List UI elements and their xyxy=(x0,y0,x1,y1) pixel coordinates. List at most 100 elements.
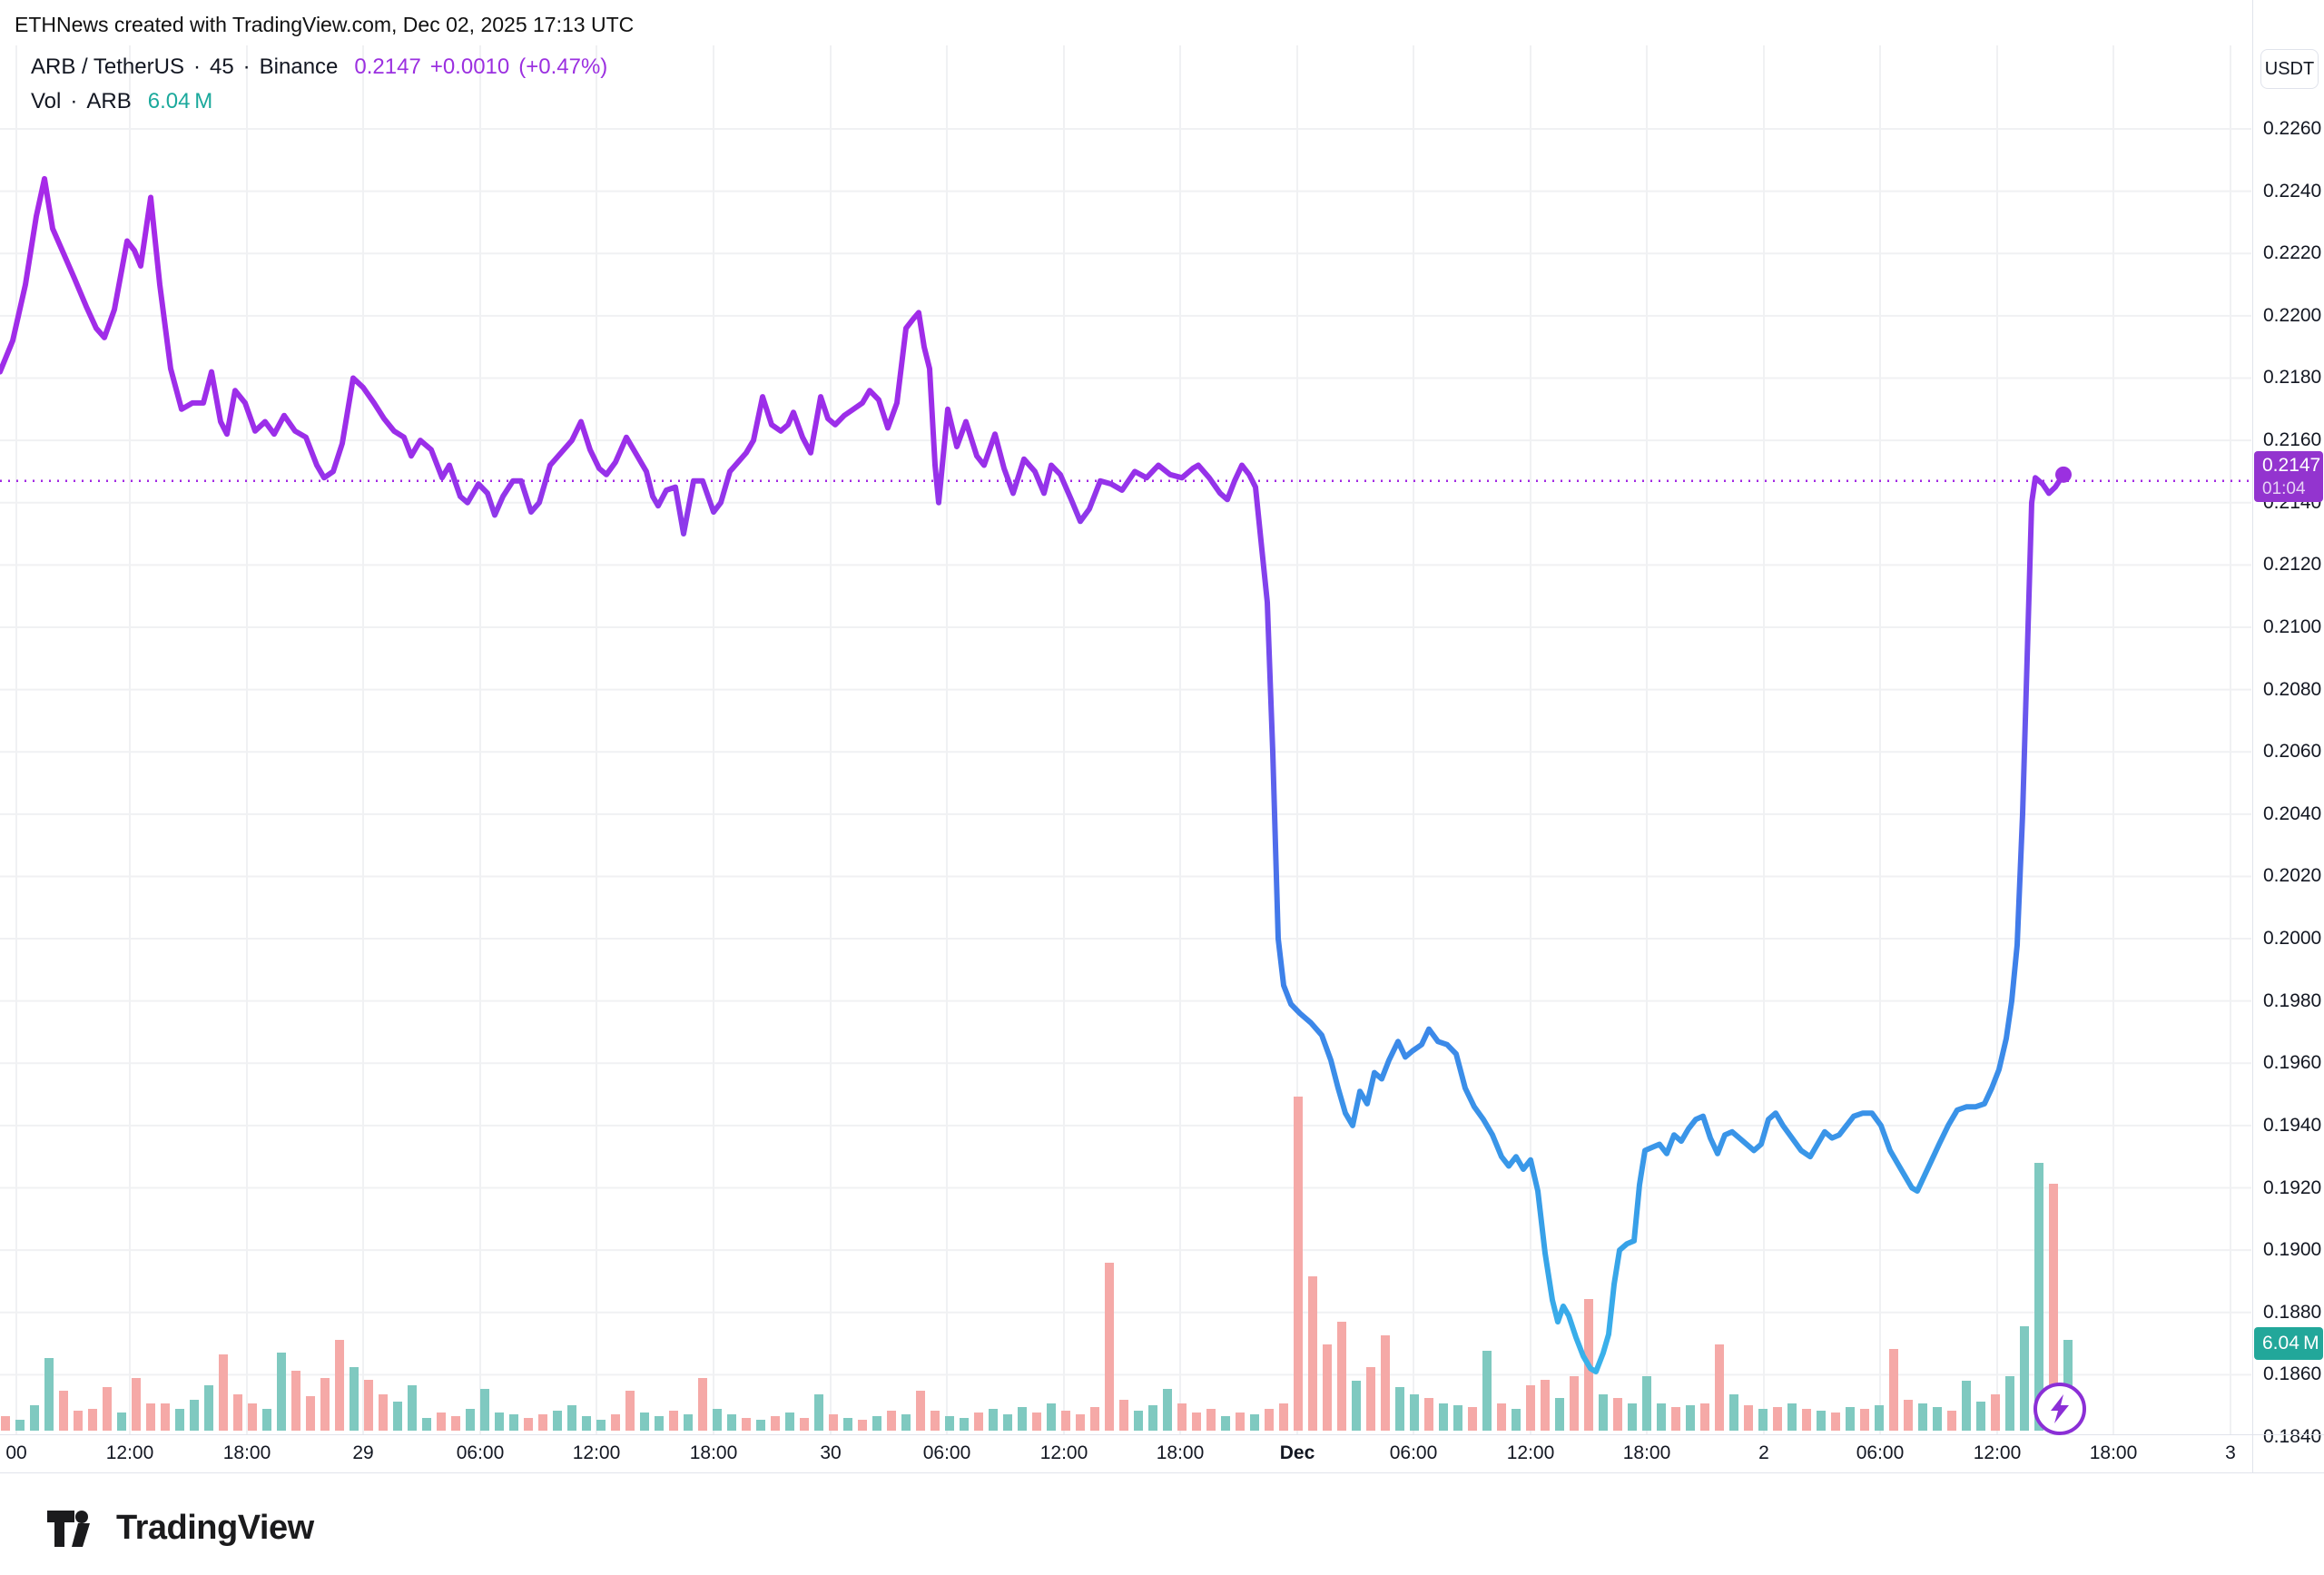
price-tick-label: 0.2040 xyxy=(2263,802,2322,824)
volume-bar xyxy=(582,1416,591,1431)
volume-bar xyxy=(509,1414,518,1431)
price-tick-label: 0.2180 xyxy=(2263,367,2322,389)
volume-bar xyxy=(1904,1400,1913,1431)
volume-bar xyxy=(1686,1405,1695,1431)
volume-bar xyxy=(960,1418,969,1431)
volume-bar xyxy=(1657,1403,1666,1431)
volume-badge: 6.04 M xyxy=(2254,1327,2323,1360)
volume-bar xyxy=(393,1402,402,1431)
tradingview-logo[interactable]: TradingView xyxy=(47,1509,314,1548)
volume-bar xyxy=(524,1418,533,1431)
volume-bar xyxy=(742,1418,751,1431)
volume-bar xyxy=(1976,1402,1985,1431)
price-tick-label: 0.2020 xyxy=(2263,865,2322,887)
volume-bar xyxy=(1526,1385,1535,1431)
volume-bar xyxy=(1875,1405,1884,1431)
volume-bar xyxy=(1279,1403,1288,1431)
volume-bar xyxy=(1628,1403,1637,1431)
volume-bar xyxy=(1410,1394,1419,1431)
volume-bar xyxy=(44,1358,54,1431)
volume-bar xyxy=(727,1414,736,1431)
volume-bar xyxy=(1439,1403,1448,1431)
volume-bar xyxy=(30,1405,39,1431)
volume-bar xyxy=(1047,1403,1056,1431)
volume-bar xyxy=(1250,1414,1259,1431)
volume-bar xyxy=(1018,1407,1027,1431)
volume-bar xyxy=(408,1385,417,1431)
volume-bar xyxy=(335,1340,344,1431)
volume-bar xyxy=(2034,1163,2043,1431)
volume-bar xyxy=(1177,1403,1187,1431)
volume-bar xyxy=(1032,1413,1041,1431)
volume-bar xyxy=(1947,1411,1956,1431)
price-tick-label: 0.1840 xyxy=(2263,1426,2322,1448)
volume-bar xyxy=(698,1378,707,1431)
tradingview-logo-text: TradingView xyxy=(116,1509,314,1547)
volume-bar xyxy=(1337,1322,1346,1431)
time-tick-label: 06:00 xyxy=(922,1442,971,1463)
volume-legend-row: Vol · ARB 6.04 M xyxy=(31,89,213,113)
volume-bar xyxy=(989,1409,998,1431)
volume-bar xyxy=(1395,1387,1404,1431)
volume-bar xyxy=(1991,1394,2000,1431)
volume-bar xyxy=(103,1387,112,1431)
volume-bar xyxy=(945,1416,954,1431)
volume-bar xyxy=(190,1400,199,1431)
price-axis[interactable]: 0.2260 0.2240 0.2220 0.2200 0.2180 0.2160 0.21… xyxy=(2252,0,2324,1472)
time-tick-label: 12:00 xyxy=(572,1442,621,1463)
time-tick-label: 18:00 xyxy=(1622,1442,1671,1463)
legend-last-price: 0.2147 xyxy=(354,54,421,79)
price-tick-label: 0.2060 xyxy=(2263,741,2322,763)
volume-bar xyxy=(1831,1413,1840,1431)
legend-change: +0.0010 xyxy=(429,54,510,79)
time-axis[interactable]: 00 12:00 18:00 29 06:00 12:00 18:00 30 06:00 12:0… xyxy=(0,1434,2251,1472)
volume-bar xyxy=(320,1378,330,1431)
volume-bar xyxy=(379,1394,388,1431)
price-tick-label: 0.1940 xyxy=(2263,1114,2322,1136)
volume-bar xyxy=(1352,1381,1361,1431)
currency-toggle-button[interactable]: USDT xyxy=(2260,49,2319,89)
volume-bar xyxy=(117,1413,126,1431)
volume-bar xyxy=(1642,1376,1651,1431)
legend-change-pct: (+0.47%) xyxy=(518,54,608,79)
volume-bar xyxy=(1599,1394,1608,1431)
volume-bar xyxy=(495,1413,504,1431)
volume-bar xyxy=(1933,1407,1942,1431)
time-tick-label: 06:00 xyxy=(1856,1442,1905,1463)
volume-bar xyxy=(1570,1376,1579,1431)
volume-bar xyxy=(931,1411,940,1431)
symbol-name[interactable]: ARB / TetherUS xyxy=(31,54,184,79)
volume-bar xyxy=(713,1409,722,1431)
volume-bar xyxy=(422,1418,431,1431)
volume-bar xyxy=(480,1389,489,1431)
volume-bar xyxy=(175,1409,184,1431)
volume-bar xyxy=(1700,1403,1709,1431)
time-tick-label: Dec xyxy=(1279,1442,1315,1463)
volume-bar xyxy=(974,1413,983,1431)
volume-bar xyxy=(1134,1411,1143,1431)
volume-bar xyxy=(1221,1416,1230,1431)
volume-bar xyxy=(1482,1351,1492,1431)
volume-bar xyxy=(2049,1184,2058,1431)
volume-bar xyxy=(1715,1344,1724,1431)
instant-order-button[interactable] xyxy=(2034,1383,2086,1435)
volume-bar xyxy=(1613,1398,1622,1431)
bar-countdown: 01:04 xyxy=(2262,479,2306,498)
volume-bar xyxy=(88,1409,97,1431)
volume-bar xyxy=(1148,1405,1157,1431)
time-tick-label: 30 xyxy=(820,1442,842,1463)
symbol-legend-row[interactable]: ARB / TetherUS · 45 · Binance 0.2147 +0.0010 (+… xyxy=(31,54,608,79)
volume-bar xyxy=(1846,1407,1855,1431)
volume-bar xyxy=(829,1414,838,1431)
volume-bar xyxy=(538,1414,547,1431)
volume-bar xyxy=(1119,1400,1128,1431)
interval-label[interactable]: 45 xyxy=(209,54,234,79)
volume-bar xyxy=(1061,1411,1070,1431)
volume-bar xyxy=(291,1371,300,1431)
price-tick-label: 0.2080 xyxy=(2263,678,2322,700)
volume-bar xyxy=(1787,1403,1797,1431)
time-tick-label: 18:00 xyxy=(2089,1442,2138,1463)
volume-bar xyxy=(1758,1409,1768,1431)
